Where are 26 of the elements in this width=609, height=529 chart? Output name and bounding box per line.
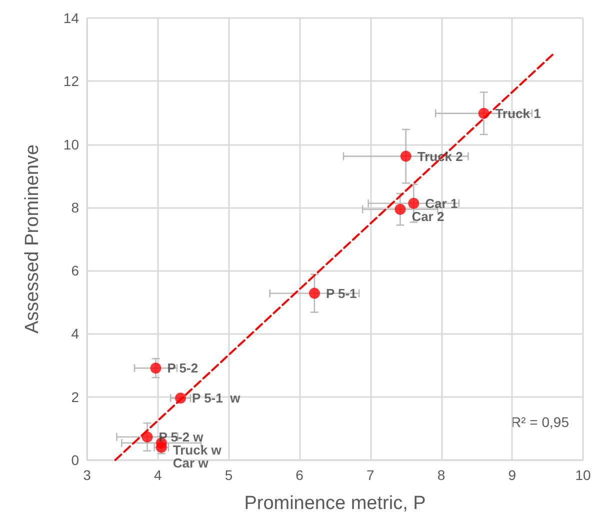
y-tick-label: 6 [71,262,80,279]
x-tick-label: 4 [154,467,162,483]
y-tick-label: 10 [63,136,80,152]
y-tick-label: 8 [71,199,80,216]
x-tick-label: 9 [508,467,516,483]
x-tick-label: 10 [575,467,591,483]
data-label: P 5-1 w [192,390,242,406]
x-tick-label: 5 [224,467,233,483]
data-label: Car w [172,455,210,470]
data-label: P 5-2 [167,360,198,376]
x-tick-label: 7 [366,467,375,483]
y-axis-title: Assessed Prominenve [22,144,43,334]
y-tick-label: 2 [71,388,80,405]
y-tick-label: 14 [63,10,80,26]
y-tick-label: 12 [63,73,80,90]
x-tick-label: 8 [437,467,446,483]
x-axis-title: Prominence metric, P [244,493,426,514]
y-tick-label: 0 [71,452,80,468]
x-tick-label: 6 [296,467,304,483]
y-tick-label: 4 [71,326,80,342]
data-label: Truck 1 [495,106,541,121]
data-label: P 5-1 [326,286,357,301]
data-label: Truck w [172,442,222,458]
data-label: Car 1 [425,196,458,211]
x-tick-label: 3 [83,467,92,483]
data-label: Car 2 [412,208,444,224]
